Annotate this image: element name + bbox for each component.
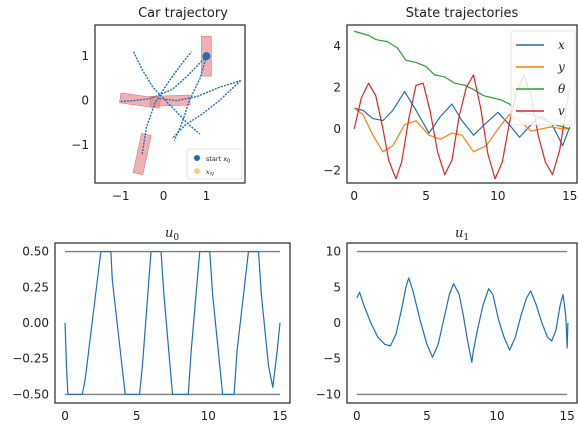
x-tick-label: 5 xyxy=(133,409,141,423)
trajectory-line xyxy=(171,80,242,139)
state-trajectories-frame xyxy=(346,24,578,184)
x-tick-label: 0 xyxy=(350,189,358,203)
start-point-marker xyxy=(202,52,211,61)
y-tick-label: −10 xyxy=(316,387,341,401)
x-tick-label: 10 xyxy=(489,409,504,423)
u0-panel: u0 0 5 10 15−0.50−0.250.000.250.50 xyxy=(12,226,291,423)
legend-end-text: x xyxy=(206,168,210,176)
u1-title-text: u xyxy=(455,226,463,241)
legend-label: x xyxy=(558,38,565,52)
legend-start-marker xyxy=(194,155,200,161)
y-tick-label: 0 xyxy=(333,122,341,136)
x-tick-label: 0 xyxy=(160,189,168,203)
trajectory-line xyxy=(120,55,207,103)
car-trajectory-legend: start x0 xN xyxy=(186,148,243,180)
legend-start-label: start x0 xyxy=(206,155,230,165)
legend-label: y xyxy=(557,60,565,74)
y-tick-label: −5 xyxy=(323,352,341,366)
car-trajectory-panel: Car trajectory −1 0 1−101 start x0 xN xyxy=(71,6,246,203)
u0-title-text: u xyxy=(165,226,173,241)
u0-frame xyxy=(54,242,291,404)
x-tick-label: −1 xyxy=(112,189,130,203)
y-tick-label: 0.00 xyxy=(22,316,49,330)
x-tick-label: 10 xyxy=(201,409,216,423)
x-tick-label: 15 xyxy=(562,189,577,203)
y-tick-label: −1 xyxy=(71,138,89,152)
y-tick-label: 0 xyxy=(333,316,341,330)
legend-start-text: start x xyxy=(206,155,227,163)
u1-panel: u1 0 5 10 15 −10 −5 0 5 10 xyxy=(316,226,578,423)
y-tick-label: 0.50 xyxy=(22,245,49,259)
trajectory-line xyxy=(159,79,241,102)
legend-start-sub: 0 xyxy=(227,159,230,165)
series-line-v xyxy=(353,74,571,180)
trajectory-line xyxy=(141,51,192,155)
y-tick-label: 1 xyxy=(81,49,89,63)
u1-title-sub: 1 xyxy=(463,233,469,243)
y-tick-label: 10 xyxy=(326,245,341,259)
y-tick-label: 0 xyxy=(81,94,89,108)
u1-title: u1 xyxy=(455,226,469,243)
y-tick-label: 4 xyxy=(333,39,341,53)
u0-title: u0 xyxy=(165,226,179,243)
y-tick-label: 0.25 xyxy=(22,280,49,294)
x-tick-label: 0 xyxy=(353,409,361,423)
control-line xyxy=(64,250,281,396)
x-tick-label: 5 xyxy=(422,189,430,203)
legend-end-marker xyxy=(194,168,200,174)
car-trajectory-title: Car trajectory xyxy=(138,6,228,21)
x-tick-label: 1 xyxy=(203,189,211,203)
y-tick-label: −0.25 xyxy=(12,352,49,366)
x-tick-label: 15 xyxy=(272,409,287,423)
y-tick-label: −0.50 xyxy=(12,387,49,401)
u0-title-sub: 0 xyxy=(173,233,179,243)
x-tick-label: 15 xyxy=(560,409,575,423)
x-tick-label: 5 xyxy=(423,409,431,423)
y-tick-label: 2 xyxy=(333,80,341,94)
state-trajectories-title: State trajectories xyxy=(406,6,519,21)
legend-label: θ xyxy=(558,82,566,96)
y-tick-label: −2 xyxy=(323,164,341,178)
legend-end-label: xN xyxy=(206,168,215,178)
y-tick-label: 5 xyxy=(333,280,341,294)
control-line xyxy=(356,277,569,363)
legend-label: v xyxy=(558,104,565,118)
car-trajectory-frame xyxy=(94,24,246,184)
x-tick-label: 0 xyxy=(61,409,69,423)
legend-end-sub: N xyxy=(209,172,215,178)
u1-frame xyxy=(346,242,578,404)
x-tick-label: 10 xyxy=(490,189,505,203)
